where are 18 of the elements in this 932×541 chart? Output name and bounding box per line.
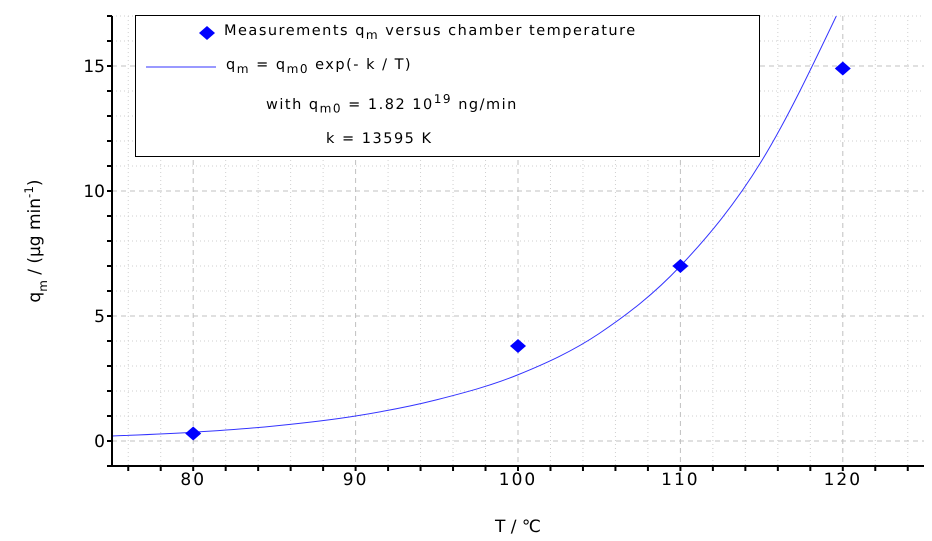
point bbox=[672, 259, 688, 273]
point bbox=[834, 62, 851, 76]
x-axis-title: T / ℃ bbox=[494, 517, 542, 537]
y-tick-label: 0 bbox=[94, 432, 105, 452]
x-tick-label: 80 bbox=[180, 470, 206, 490]
legend-label: Measurements q$_{m}$ versus chamber temperature bbox=[224, 22, 637, 44]
y-tick-label: 5 bbox=[94, 307, 105, 328]
x-tick-label: 90 bbox=[342, 470, 368, 490]
point bbox=[185, 426, 202, 440]
x-tick-label: 100 bbox=[498, 470, 538, 490]
x-tick-label: 120 bbox=[824, 470, 862, 490]
annotation: k = 13595 K bbox=[325, 130, 434, 148]
y-tick-label: 10 bbox=[83, 182, 105, 202]
point bbox=[510, 339, 526, 353]
annotation: with q$_{m0}$ = 1.82 10$^{19}$ ng/min bbox=[265, 90, 519, 118]
x-tick-label: 110 bbox=[661, 470, 700, 490]
y-tick-label: 15 bbox=[83, 57, 105, 78]
legend-label: q$_{m}$ = q$_{m0}$ exp(- k / T) bbox=[226, 56, 412, 78]
